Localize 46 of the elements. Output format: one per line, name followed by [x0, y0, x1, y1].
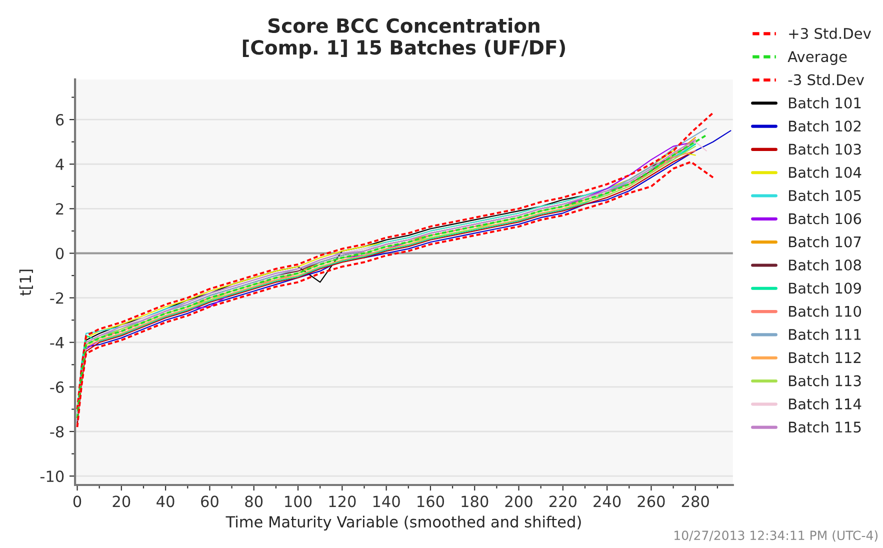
- legend-label: Batch 113: [789, 375, 861, 386]
- y-tick-label: 6: [56, 114, 64, 126]
- legend-label: Batch 110: [789, 306, 862, 317]
- legend-label: Average: [788, 51, 847, 65]
- legend-label: Batch 105: [789, 190, 861, 202]
- legend-label: Batch 115: [789, 421, 861, 433]
- legend-label: Batch 111: [789, 328, 861, 340]
- x-tick-label: 20: [112, 496, 130, 508]
- legend-label: Batch 104: [789, 166, 862, 178]
- chart-title: Score BCC Concentration [Comp. 1] 15 Batches (UF/DF): [242, 18, 565, 59]
- y-tick-label: 0: [56, 248, 64, 260]
- x-tick-label: 0: [73, 496, 82, 508]
- x-axis-title: Time Maturity Variable (smoothed and shifted): [226, 516, 581, 531]
- y-tick-label: -2: [50, 292, 64, 304]
- legend-label: Batch 114: [789, 398, 862, 410]
- y-tick-label: -4: [50, 337, 64, 348]
- legend-label: -3 Std.Dev: [788, 74, 864, 86]
- x-tick-label: 180: [462, 496, 488, 508]
- x-tick-label: 140: [373, 496, 400, 508]
- y-axis-title: t[1]: [19, 270, 33, 296]
- x-tick-label: 280: [682, 496, 709, 508]
- legend-label: +3 Std.Dev: [789, 28, 871, 39]
- legend-label: Batch 101: [789, 97, 861, 108]
- y-tick-label: -10: [40, 470, 64, 482]
- y-tick-label: 4: [56, 158, 64, 170]
- legend-label: Batch 103: [789, 143, 861, 155]
- x-tick-label: 240: [594, 496, 621, 508]
- x-tick-label: 100: [285, 496, 312, 508]
- text: 10/27/2013 12:34:11 PM (UTC-4): [674, 530, 878, 542]
- x-tick-label: 120: [329, 496, 356, 508]
- x-tick-label: 260: [638, 496, 665, 508]
- legend-label: Batch 112: [789, 352, 861, 364]
- x-tick-label: 220: [549, 496, 576, 508]
- legend-label: Batch 108: [789, 259, 861, 271]
- x-tick-label: 40: [156, 496, 174, 508]
- x-tick-label: 60: [201, 496, 218, 508]
- y-tick-label: -8: [50, 426, 64, 438]
- x-tick-label: 200: [505, 496, 532, 508]
- legend-label: Batch 106: [789, 212, 862, 224]
- x-tick-label: 160: [418, 496, 444, 508]
- y-tick-label: 2: [56, 203, 64, 214]
- legend-label: Batch 102: [789, 120, 861, 132]
- y-tick-label: -6: [50, 381, 64, 393]
- legend-label: Batch 109: [789, 282, 861, 294]
- legend-label: Batch 107: [789, 236, 861, 248]
- x-tick-label: 80: [245, 496, 263, 508]
